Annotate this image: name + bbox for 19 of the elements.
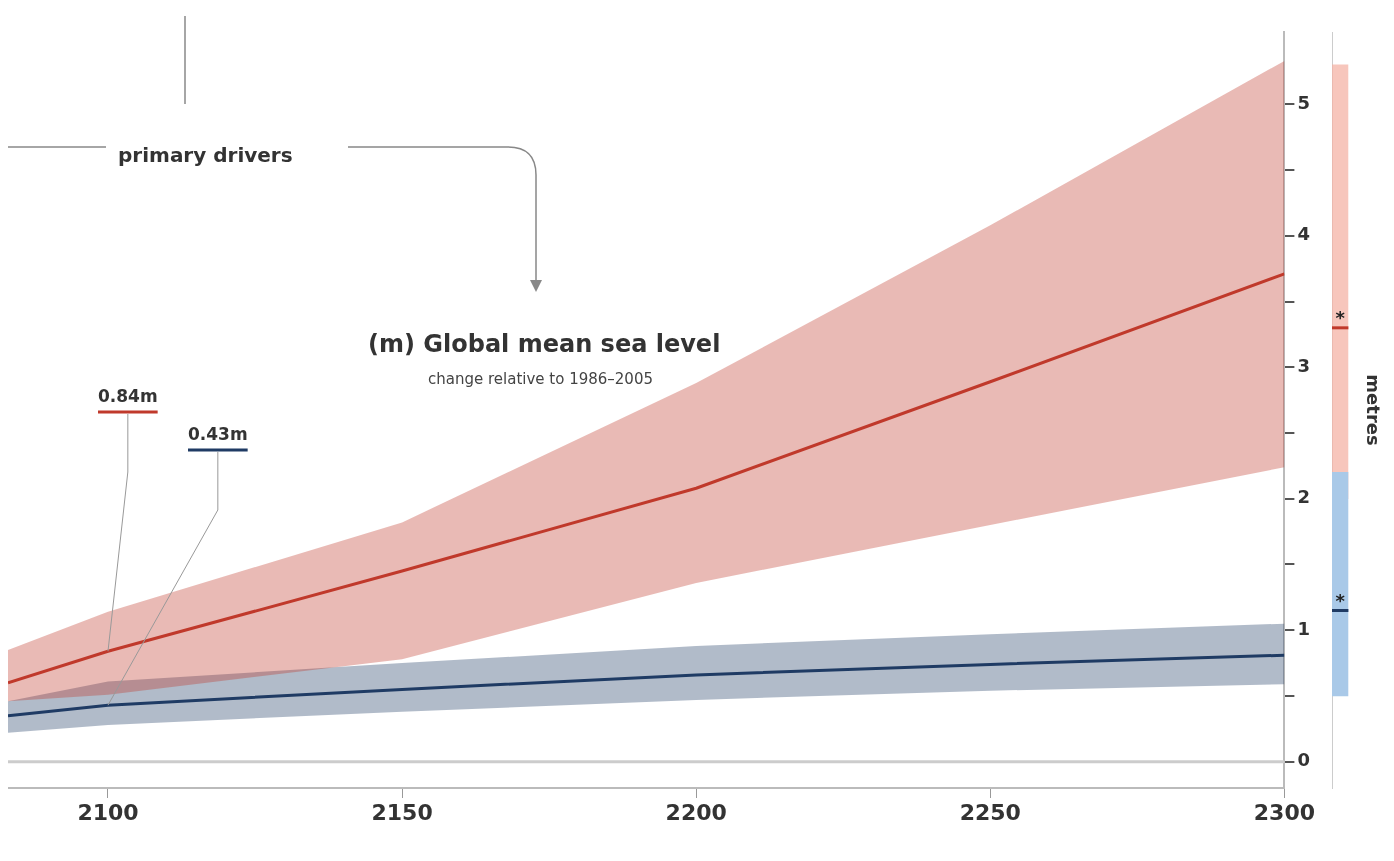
text: (m) Global mean sea level [368,330,721,358]
y-tick-label: 5 [1297,91,1310,113]
x-tick-label: 2250 [959,799,1021,825]
annotation: * [1335,589,1346,611]
y-tick-label: 3 [1297,354,1310,376]
x-tick-label: 2200 [665,799,727,825]
text: change relative to 1986–2005 [428,370,653,388]
x-tick-label: 2100 [77,799,139,825]
y-tick-label: 4 [1297,223,1310,245]
x-tick-label: 2150 [371,799,433,825]
annotation: * [1335,306,1346,328]
y-tick-label: 2 [1297,486,1310,508]
annotation: primary drivers [118,143,293,167]
y-tick-label: 1 [1297,617,1310,639]
x-tick-label: 2300 [1253,799,1315,825]
y-tick-label: 0 [1297,749,1310,771]
annotation: 0.84m [98,386,158,406]
y-axis-title: metres [1362,374,1384,446]
annotation: 0.43m [188,424,248,444]
